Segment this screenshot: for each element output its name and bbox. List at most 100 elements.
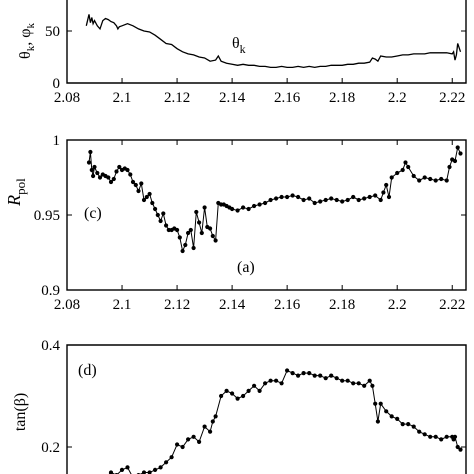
top-axes-frame <box>66 0 467 84</box>
middle-data-point <box>263 200 268 206</box>
bottom-axes-frame <box>66 344 467 474</box>
middle-ylabel: Rpol <box>4 178 28 207</box>
middle-x-tick-label: 2.14 <box>219 297 246 313</box>
bottom-data-point <box>257 388 262 393</box>
bottom-data-point <box>411 424 416 429</box>
middle-data-point <box>147 191 152 197</box>
bottom-data-point <box>345 378 350 383</box>
bottom-data-point <box>296 373 301 378</box>
top-x-tick-label: 2.2 <box>388 90 407 106</box>
top-x-tick-label: 2.08 <box>54 90 80 106</box>
middle-data-point <box>125 167 130 173</box>
bottom-data-point <box>202 424 207 429</box>
bottom-data-point <box>274 378 279 383</box>
middle-data-point <box>114 169 119 174</box>
bottom-data-point <box>417 429 422 434</box>
top-ylabel: θk, φk <box>17 23 37 59</box>
middle-data-point <box>141 197 147 203</box>
bottom-data-point <box>268 378 273 383</box>
middle-data-point <box>400 167 405 173</box>
top-y-tick-label: 0 <box>53 76 61 92</box>
middle-data-point <box>106 175 111 180</box>
bottom-data-point <box>285 368 290 373</box>
middle-x-tick-label: 2.08 <box>54 297 80 313</box>
middle-data-point <box>194 209 199 215</box>
bottom-data-point <box>147 470 152 474</box>
bottom-data-point <box>400 422 405 427</box>
middle-data-point <box>133 182 138 188</box>
middle-data-point <box>428 176 433 182</box>
bottom-data-point <box>367 378 372 383</box>
bottom-data-point <box>169 455 174 460</box>
middle-data-point <box>180 248 185 254</box>
middle-data-point <box>235 208 240 213</box>
middle-data-point <box>88 149 93 155</box>
middle-data-point <box>345 197 350 203</box>
middle-data-point <box>197 220 202 225</box>
middle-data-point <box>406 164 411 170</box>
middle-data-point <box>153 206 158 212</box>
bottom-data-point <box>186 437 191 442</box>
middle-data-point <box>158 218 163 224</box>
bottom-data-point <box>433 434 438 439</box>
bottom-data-point <box>439 437 444 442</box>
bottom-data-point <box>164 460 169 465</box>
middle-data-point <box>279 194 284 200</box>
top-x-tick-label: 2.12 <box>164 90 190 106</box>
middle-data-point <box>128 172 133 177</box>
bottom-data-point <box>444 434 449 439</box>
bottom-data-point <box>340 378 345 383</box>
middle-data-point <box>246 206 251 212</box>
bottom-data-point <box>175 442 180 447</box>
middle-data-point <box>108 179 114 185</box>
top-x-tick-label: 2.14 <box>219 90 246 106</box>
middle-data-point <box>362 196 367 201</box>
middle-data-point <box>389 175 394 180</box>
middle-data-point <box>164 223 169 228</box>
bottom-data-point <box>213 414 218 419</box>
theta-k-series-line <box>85 14 462 69</box>
middle-data-point <box>213 238 218 243</box>
bottom-data-point <box>378 401 383 406</box>
middle-data-point <box>417 178 422 183</box>
middle-data-point <box>301 197 306 203</box>
bottom-data-point <box>235 396 240 401</box>
bottom-data-point <box>219 393 224 399</box>
middle-x-tick-label: 2.1 <box>113 297 132 313</box>
middle-data-point <box>95 170 100 176</box>
middle-data-point <box>290 193 295 198</box>
tan-beta-series-line <box>108 369 461 474</box>
bottom-data-point <box>224 388 229 393</box>
bottom-data-point <box>210 419 215 424</box>
panel-middle: 2.08 2.1 2.12 2.14 2.16 2.18 2.2 2.22 0.90.951 … <box>4 133 467 313</box>
bottom-data-point <box>141 470 147 474</box>
middle-data-point <box>274 196 279 201</box>
bottom-data-point <box>208 429 213 434</box>
top-y-tick-label: 50 <box>45 24 60 40</box>
bottom-data-point <box>290 371 295 376</box>
bottom-data-point <box>119 467 125 472</box>
middle-data-point <box>241 205 246 210</box>
middle-y-tick-label: 1 <box>53 133 61 149</box>
middle-data-point <box>130 179 136 185</box>
middle-data-point <box>318 199 323 204</box>
bottom-data-point <box>263 381 268 386</box>
bottom-data-point <box>428 434 433 439</box>
bottom-data-point <box>318 373 323 378</box>
middle-data-point <box>458 151 463 156</box>
bottom-data-point <box>301 371 306 376</box>
bottom-data-point <box>362 383 367 388</box>
bottom-ylabel: tan(β) <box>12 393 29 431</box>
middle-data-point <box>186 230 191 236</box>
bottom-data-point <box>158 465 163 470</box>
middle-data-point <box>210 233 215 239</box>
bottom-data-point <box>455 444 460 450</box>
bottom-data-point <box>329 373 334 378</box>
middle-data-point <box>367 194 372 200</box>
bottom-data-point <box>125 465 130 470</box>
middle-data-point <box>433 178 438 183</box>
bottom-data-point <box>422 432 427 437</box>
bottom-data-point <box>373 401 378 406</box>
middle-data-point <box>422 175 427 180</box>
